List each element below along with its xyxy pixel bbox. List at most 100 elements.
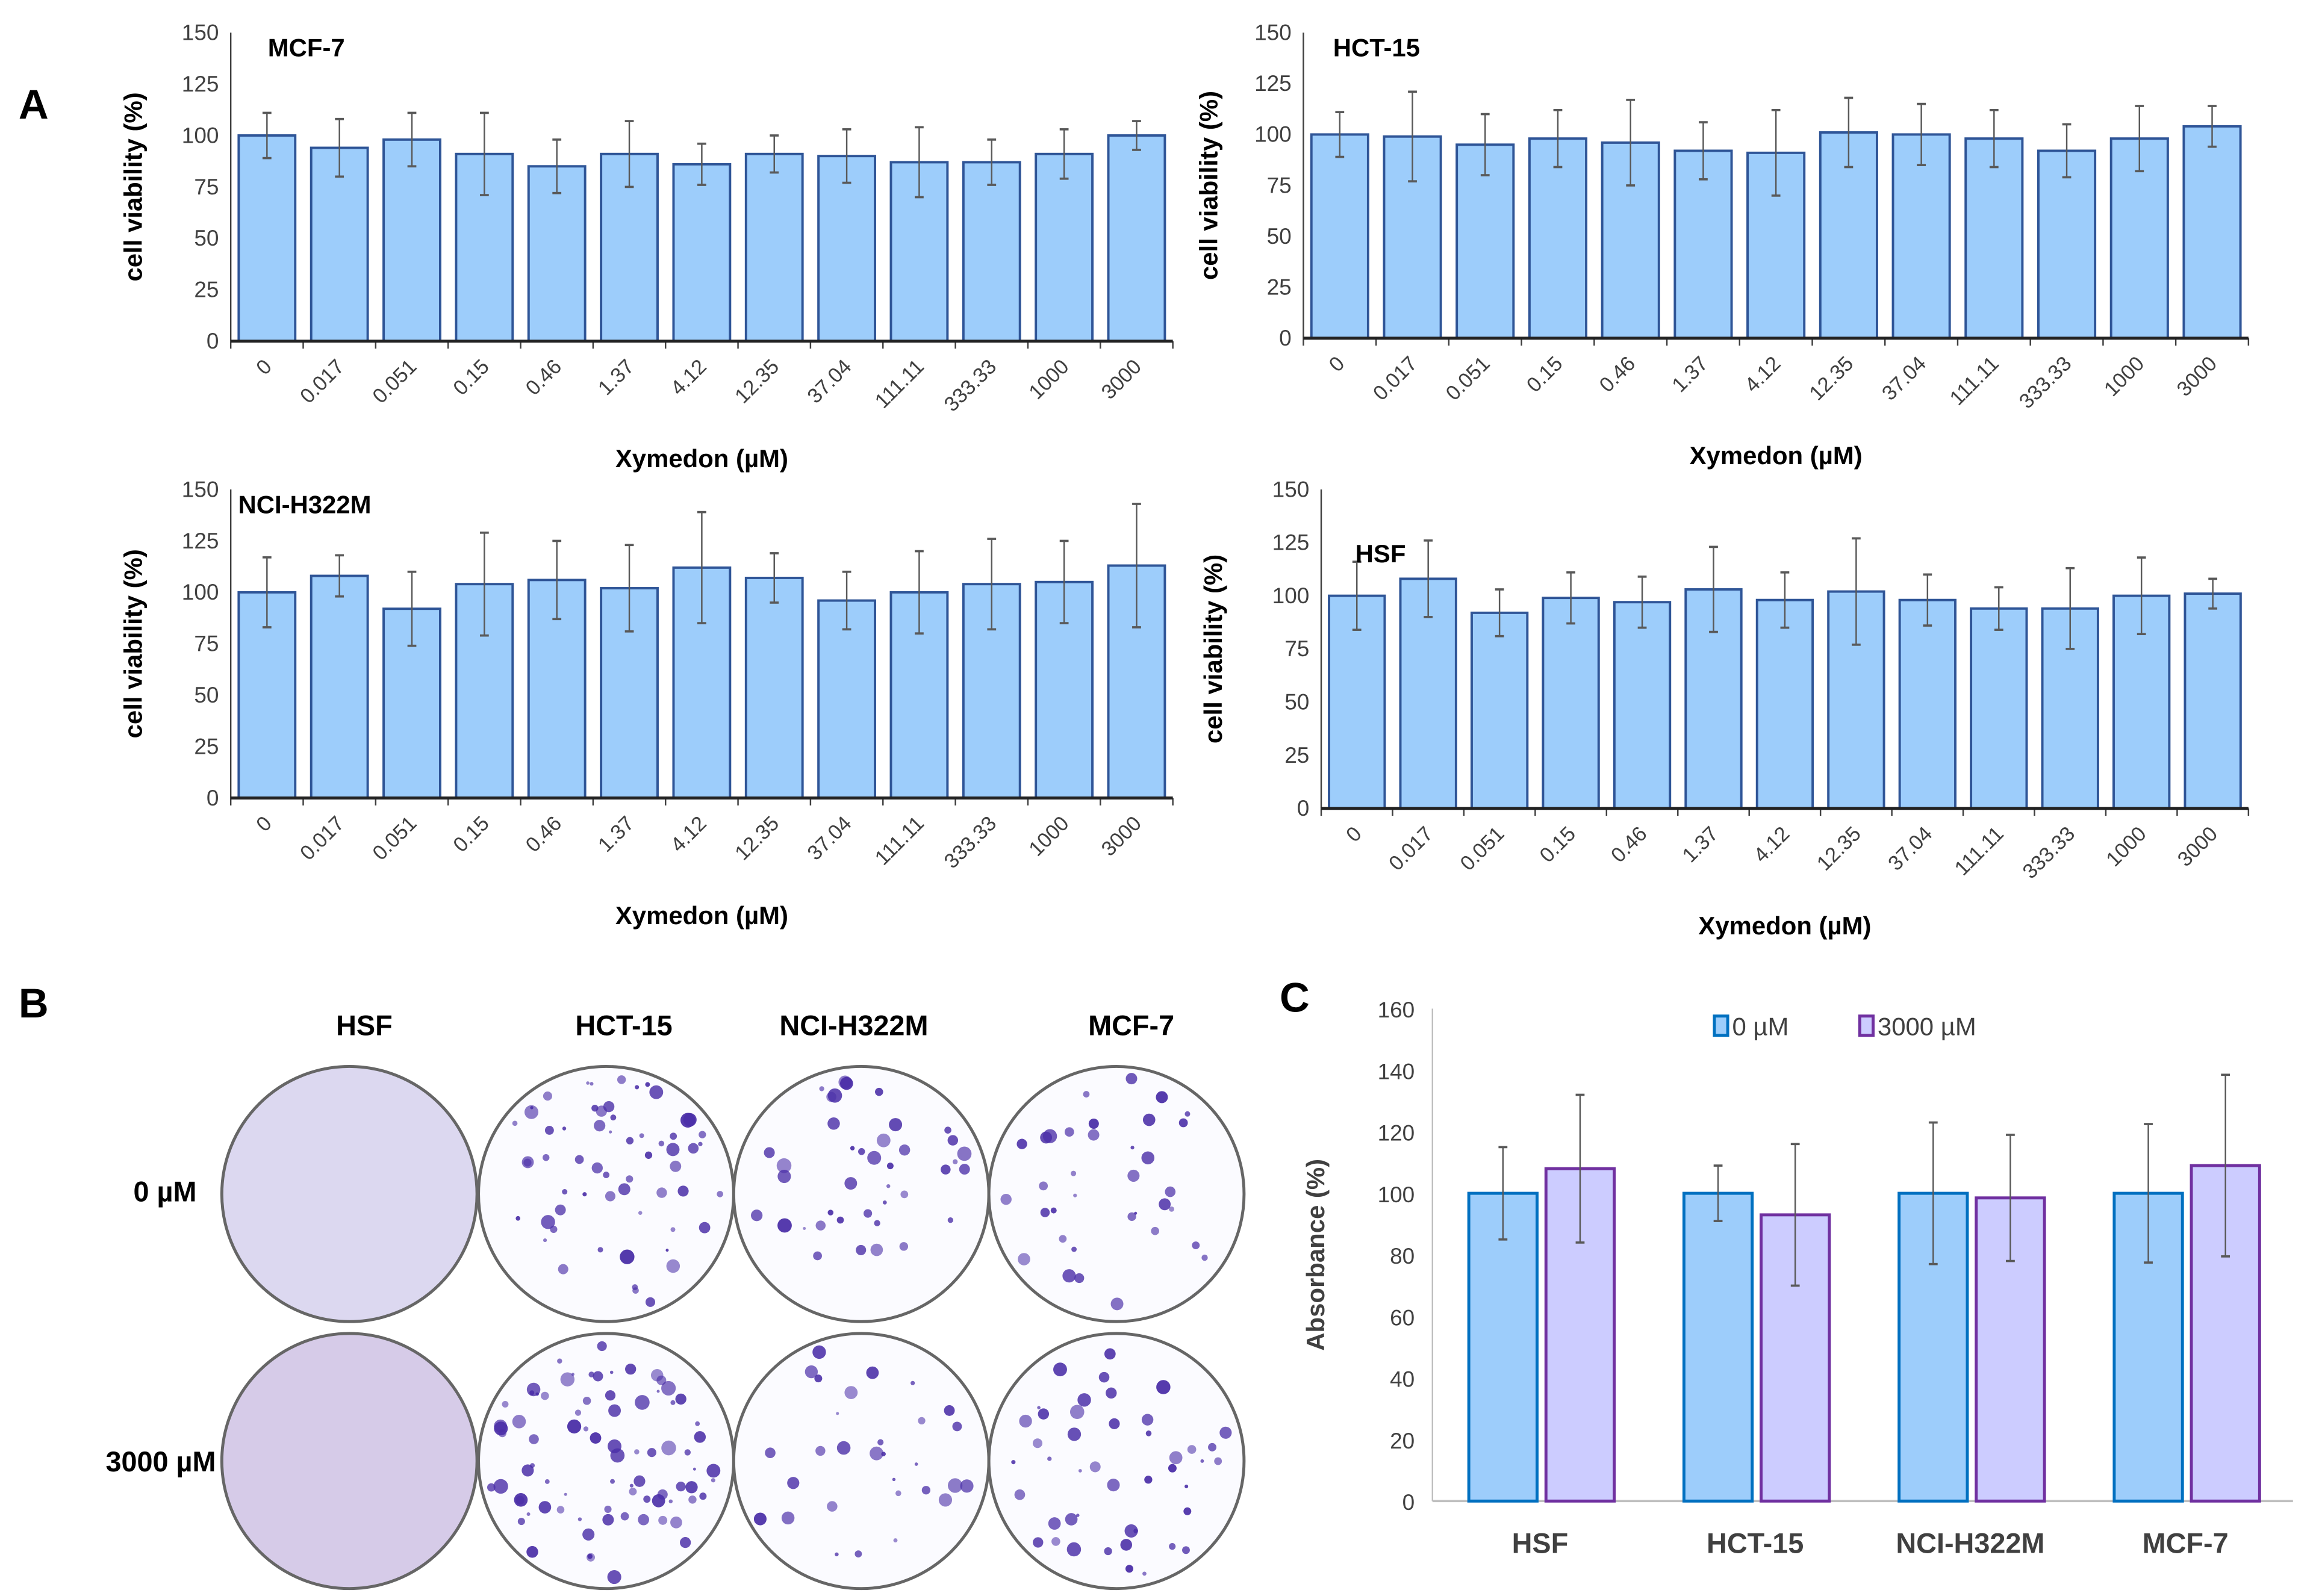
colony (593, 1371, 603, 1382)
y-tick-label: 60 (1390, 1305, 1415, 1330)
y-tick-label: 100 (182, 580, 219, 604)
x-tick-label: 0.051 (369, 812, 422, 865)
colony (645, 1082, 650, 1087)
y-tick-label: 0 (1402, 1490, 1415, 1515)
bar (237, 134, 297, 343)
chart-title: NCI-H322M (238, 490, 371, 518)
colony (1048, 1517, 1061, 1530)
colony (1125, 1565, 1133, 1573)
colony (656, 1390, 660, 1393)
colony (555, 1204, 566, 1216)
colony (582, 1528, 595, 1541)
x-tick-label: 0 (1325, 352, 1349, 376)
bar (2037, 149, 2097, 340)
column-label: HCT-15 (575, 1010, 672, 1042)
colony (694, 1431, 706, 1443)
colony (629, 1488, 637, 1495)
colony (874, 1220, 880, 1226)
colony (517, 1518, 525, 1526)
legend-swatch (1858, 1014, 1875, 1037)
y-tick-label: 0 (207, 786, 219, 810)
y-tick-label: 75 (194, 175, 219, 199)
colony (1073, 1193, 1077, 1197)
colony (711, 1478, 715, 1483)
colony (881, 1452, 886, 1456)
colony (717, 1191, 723, 1197)
colony (1098, 1371, 1110, 1383)
y-tick-label: 150 (182, 477, 219, 501)
colony (661, 1380, 676, 1396)
colony (699, 1222, 711, 1234)
bar (1528, 137, 1588, 340)
x-tick-label: 3000 (1097, 812, 1146, 861)
y-tick-label: 50 (194, 683, 219, 707)
y-tick-label: 150 (1272, 477, 1310, 501)
colony (776, 1158, 792, 1173)
colony (685, 1481, 698, 1494)
colony (911, 1380, 915, 1385)
x-tick-label: 0.017 (1384, 822, 1437, 875)
colony (610, 1448, 625, 1463)
x-tick-label: 37.04 (803, 812, 856, 865)
colony (661, 1440, 676, 1456)
colony (643, 1495, 651, 1503)
colony (866, 1366, 879, 1379)
y-tick-label: 25 (1284, 743, 1309, 768)
x-tick-label: NCI-H322M (1896, 1528, 2044, 1559)
well-photo (220, 1064, 479, 1323)
colony (803, 1227, 806, 1231)
colony (877, 1439, 884, 1445)
colony (947, 1217, 954, 1223)
colony (541, 1391, 549, 1400)
colony (1038, 1408, 1050, 1420)
colony (668, 1499, 673, 1504)
colony (564, 1492, 567, 1496)
colony (805, 1365, 818, 1379)
x-tick-label: 0.46 (521, 355, 566, 400)
colony (514, 1493, 528, 1507)
colony (882, 1200, 887, 1205)
colony (1184, 1111, 1191, 1117)
colony (562, 1126, 567, 1131)
colony (1200, 1459, 1204, 1463)
colony (597, 1341, 607, 1352)
colony (899, 1242, 909, 1251)
y-tick-label: 150 (182, 20, 219, 45)
colony (1040, 1131, 1053, 1144)
colony (670, 1516, 682, 1529)
colony (560, 1372, 575, 1386)
colony (535, 1392, 539, 1396)
y-tick-label: 75 (1284, 636, 1309, 661)
legend-swatch (1713, 1014, 1729, 1037)
colony (609, 1130, 612, 1134)
colony (620, 1249, 635, 1264)
colony (680, 1537, 691, 1548)
colony (1064, 1127, 1074, 1137)
y-tick-label: 80 (1390, 1244, 1415, 1268)
colony (836, 1441, 851, 1455)
colony (632, 1284, 638, 1290)
colony (952, 1159, 958, 1164)
bar (2182, 125, 2242, 340)
colony (574, 1409, 582, 1416)
colony (777, 1169, 791, 1184)
colony (895, 1490, 901, 1497)
colony (850, 1146, 855, 1150)
colony (1104, 1547, 1112, 1556)
colony (596, 1105, 608, 1117)
colony (526, 1546, 538, 1558)
colony (699, 1131, 706, 1138)
x-axis-title: Xymedon (µM) (615, 444, 788, 473)
y-tick-label: 100 (182, 123, 219, 147)
y-tick-label: 150 (1254, 20, 1292, 45)
column-label: HSF (336, 1010, 393, 1042)
x-tick-label: 0 (252, 355, 276, 379)
colony (665, 1249, 669, 1252)
bar (1470, 611, 1529, 810)
colony (1192, 1241, 1200, 1250)
colony (666, 1259, 680, 1273)
colony (1066, 1542, 1082, 1557)
colony (658, 1140, 665, 1147)
colony (864, 1209, 873, 1218)
colony (487, 1483, 496, 1492)
